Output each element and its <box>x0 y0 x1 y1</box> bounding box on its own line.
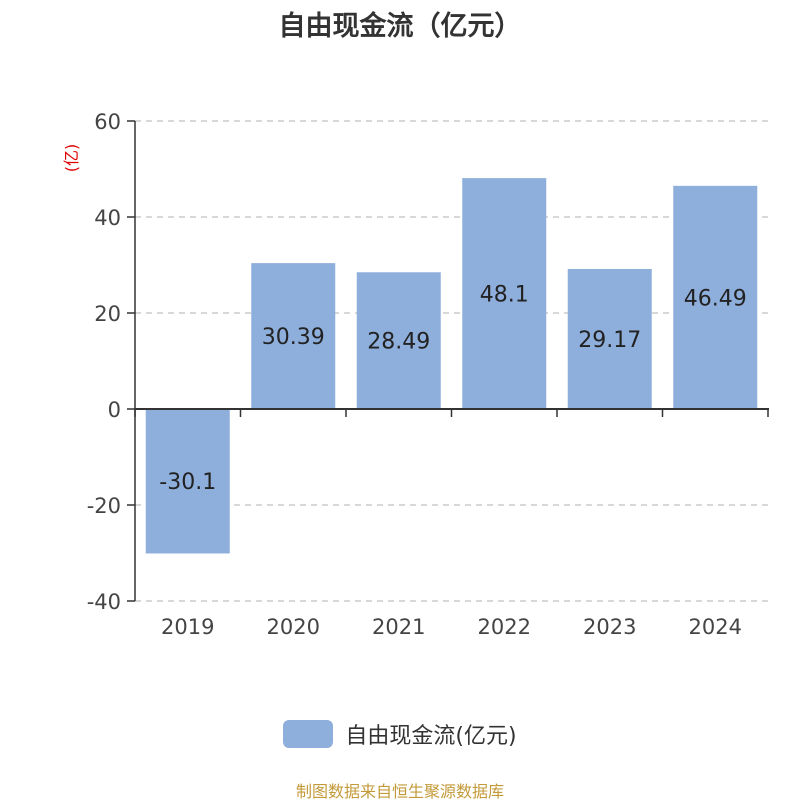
axes: 60 40 20 0 -20 -40 2019 2020 2021 2022 2023 2024 <box>87 110 769 639</box>
data-label: -30.1 <box>159 470 216 495</box>
data-label: 28.49 <box>367 330 430 355</box>
legend[interactable]: 自由现金流(亿元) <box>0 718 800 750</box>
chart-title: 自由现金流（亿元） <box>278 11 522 42</box>
y-tick-label: -40 <box>87 590 121 614</box>
data-labels: -30.1 30.39 28.49 48.1 29.17 46.49 <box>159 283 746 496</box>
bar <box>673 185 758 409</box>
y-tick-label: 20 <box>94 302 121 326</box>
x-tick-label: 2020 <box>267 615 320 639</box>
data-label: 46.49 <box>684 286 747 311</box>
legend-label: 自由现金流(亿元) <box>345 724 517 749</box>
legend-swatch <box>283 720 334 748</box>
y-tick-label: 0 <box>108 398 121 422</box>
y-tick-label: -20 <box>87 494 121 518</box>
x-tick-label: 2021 <box>372 615 425 639</box>
x-tick-label: 2022 <box>478 615 531 639</box>
bar <box>145 409 230 554</box>
y-tick-label: 40 <box>94 206 121 230</box>
x-tick-label: 2019 <box>161 615 214 639</box>
x-tick-label: 2024 <box>689 615 742 639</box>
bar <box>567 268 652 409</box>
data-label: 29.17 <box>578 328 641 353</box>
x-tick-label: 2023 <box>583 615 636 639</box>
y-tick-label: 60 <box>94 110 121 134</box>
data-label: 48.1 <box>480 283 529 308</box>
source-note: 制图数据来自恒生聚源数据库 <box>295 782 504 801</box>
gridlines <box>135 120 768 602</box>
bar <box>356 272 441 409</box>
y-axis-unit-label: (亿) <box>62 144 81 173</box>
bar <box>251 263 336 409</box>
bars <box>145 178 758 554</box>
bar <box>462 178 547 409</box>
data-label: 30.39 <box>262 325 325 350</box>
